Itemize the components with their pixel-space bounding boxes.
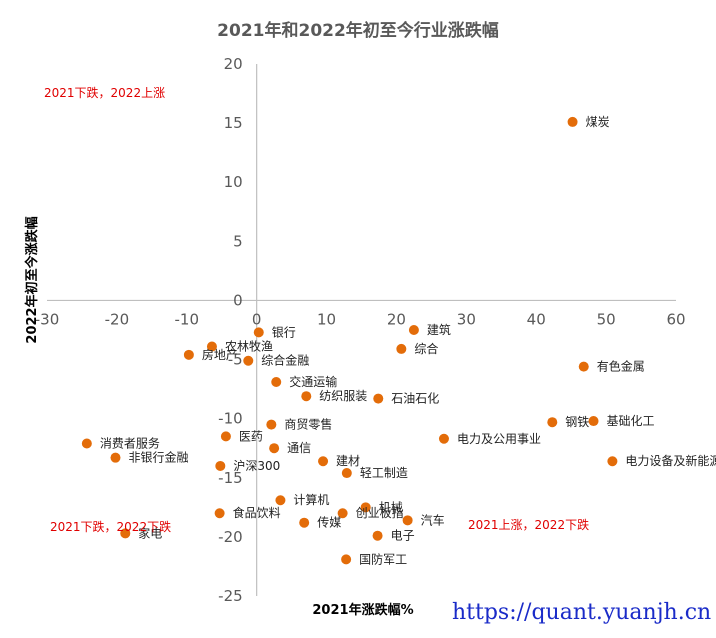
chart-title: 2021年和2022年初至今行业涨跌幅 xyxy=(217,20,499,41)
data-point xyxy=(341,468,352,479)
y-tick-label: -15 xyxy=(218,469,243,487)
data-point xyxy=(547,417,558,428)
data-point xyxy=(402,515,413,526)
point-label: 基础化工 xyxy=(607,414,655,428)
point-label: 综合 xyxy=(414,341,438,356)
data-point xyxy=(271,377,282,388)
tick-labels: -30 -20 -10 0 10 20 30 40 50 6020151050-5-10-15-2… xyxy=(35,55,686,605)
data-point xyxy=(266,419,277,430)
data-point xyxy=(214,508,225,519)
point-label: 电子 xyxy=(391,529,415,543)
data-point xyxy=(269,443,280,454)
data-point xyxy=(243,355,254,366)
point-label: 钢铁 xyxy=(565,415,589,429)
y-tick-label: -5 xyxy=(228,351,243,369)
data-point xyxy=(275,495,286,506)
point-label: 食品饮料 xyxy=(233,505,281,520)
data-point xyxy=(373,393,384,404)
data-point xyxy=(578,361,589,372)
point-label: 纺织服装 xyxy=(319,389,367,403)
data-point xyxy=(607,456,618,467)
point-label: 轻工制造 xyxy=(360,466,408,480)
data-point xyxy=(120,528,131,539)
data-point xyxy=(318,456,329,467)
point-label: 计算机 xyxy=(293,492,329,507)
data-point xyxy=(341,554,352,565)
x-tick-label: 50 xyxy=(597,310,616,328)
x-tick-label: 30 xyxy=(457,310,476,328)
point-label: 医药 xyxy=(239,429,263,443)
data-point xyxy=(301,391,312,402)
point-label: 有色金属 xyxy=(597,359,645,374)
y-tick-label: -25 xyxy=(218,587,243,605)
data-point xyxy=(253,327,264,338)
point-label: 电力及公用事业 xyxy=(457,432,541,446)
point-label: 国防军工 xyxy=(359,551,407,566)
data-point xyxy=(81,438,92,449)
quadrant-label-bottom-right: 2021上涨，2022下跌 xyxy=(468,517,589,532)
point-label: 煤炭 xyxy=(586,115,610,129)
point-label: 农林牧渔 xyxy=(225,340,273,354)
x-tick-label: 0 xyxy=(252,310,262,328)
point-label: 建筑 xyxy=(427,322,451,337)
data-point xyxy=(215,460,226,471)
quadrant-label-top-left: 2021下跌，2022上涨 xyxy=(44,85,165,100)
point-label: 通信 xyxy=(287,441,311,455)
y-tick-label: -20 xyxy=(218,528,243,546)
x-tick-label: -30 xyxy=(35,310,60,328)
y-tick-label: 10 xyxy=(224,173,243,191)
data-point xyxy=(206,341,217,352)
data-points xyxy=(81,116,618,565)
data-point xyxy=(360,502,371,513)
y-tick-label: 5 xyxy=(233,232,243,250)
point-label: 电力设备及新能源 xyxy=(625,453,716,468)
point-label: 综合金融 xyxy=(261,353,309,368)
data-point xyxy=(110,452,121,463)
x-tick-label: 60 xyxy=(666,310,685,328)
point-label: 非银行金融 xyxy=(128,450,188,465)
point-label: 房地产 xyxy=(202,347,238,362)
point-label: 汽车 xyxy=(421,512,445,527)
x-axis-label: 2021年涨跌幅% xyxy=(312,602,413,618)
x-tick-label: 10 xyxy=(317,310,336,328)
x-tick-label: -20 xyxy=(105,310,130,328)
y-tick-label: 15 xyxy=(224,114,243,132)
x-tick-label: 20 xyxy=(387,310,406,328)
data-point xyxy=(299,517,310,528)
point-label: 传媒 xyxy=(317,515,341,530)
data-point xyxy=(337,508,348,519)
data-point xyxy=(588,416,599,427)
data-point xyxy=(372,530,383,541)
data-point xyxy=(567,116,578,127)
point-label: 银行 xyxy=(272,325,296,339)
data-point xyxy=(220,431,231,442)
y-tick-label: 20 xyxy=(224,55,243,73)
point-label: 商贸零售 xyxy=(284,417,332,432)
y-tick-label: 0 xyxy=(233,291,243,309)
x-tick-label: -10 xyxy=(175,310,200,328)
data-point xyxy=(408,325,419,335)
point-label: 沪深300 xyxy=(233,459,280,473)
data-point xyxy=(396,343,407,354)
watermark-url: https://quant.yuanjh.cn xyxy=(452,600,712,625)
quadrant-label-bottom-left: 2021下跌，2022下跌 xyxy=(50,519,171,534)
point-label: 石油石化 xyxy=(391,392,439,406)
point-label: 机械 xyxy=(379,499,403,514)
point-label: 家电 xyxy=(138,525,162,540)
y-tick-label: -10 xyxy=(218,410,243,428)
data-point xyxy=(438,433,449,444)
x-tick-label: 40 xyxy=(527,310,546,328)
y-axis-label: 2022年初至今涨跌幅 xyxy=(24,216,40,343)
point-label: 交通运输 xyxy=(289,374,337,389)
point-label: 创业板指 xyxy=(356,505,404,520)
point-label: 消费者服务 xyxy=(100,435,160,450)
point-label: 建材 xyxy=(336,454,360,468)
data-point xyxy=(183,349,194,360)
